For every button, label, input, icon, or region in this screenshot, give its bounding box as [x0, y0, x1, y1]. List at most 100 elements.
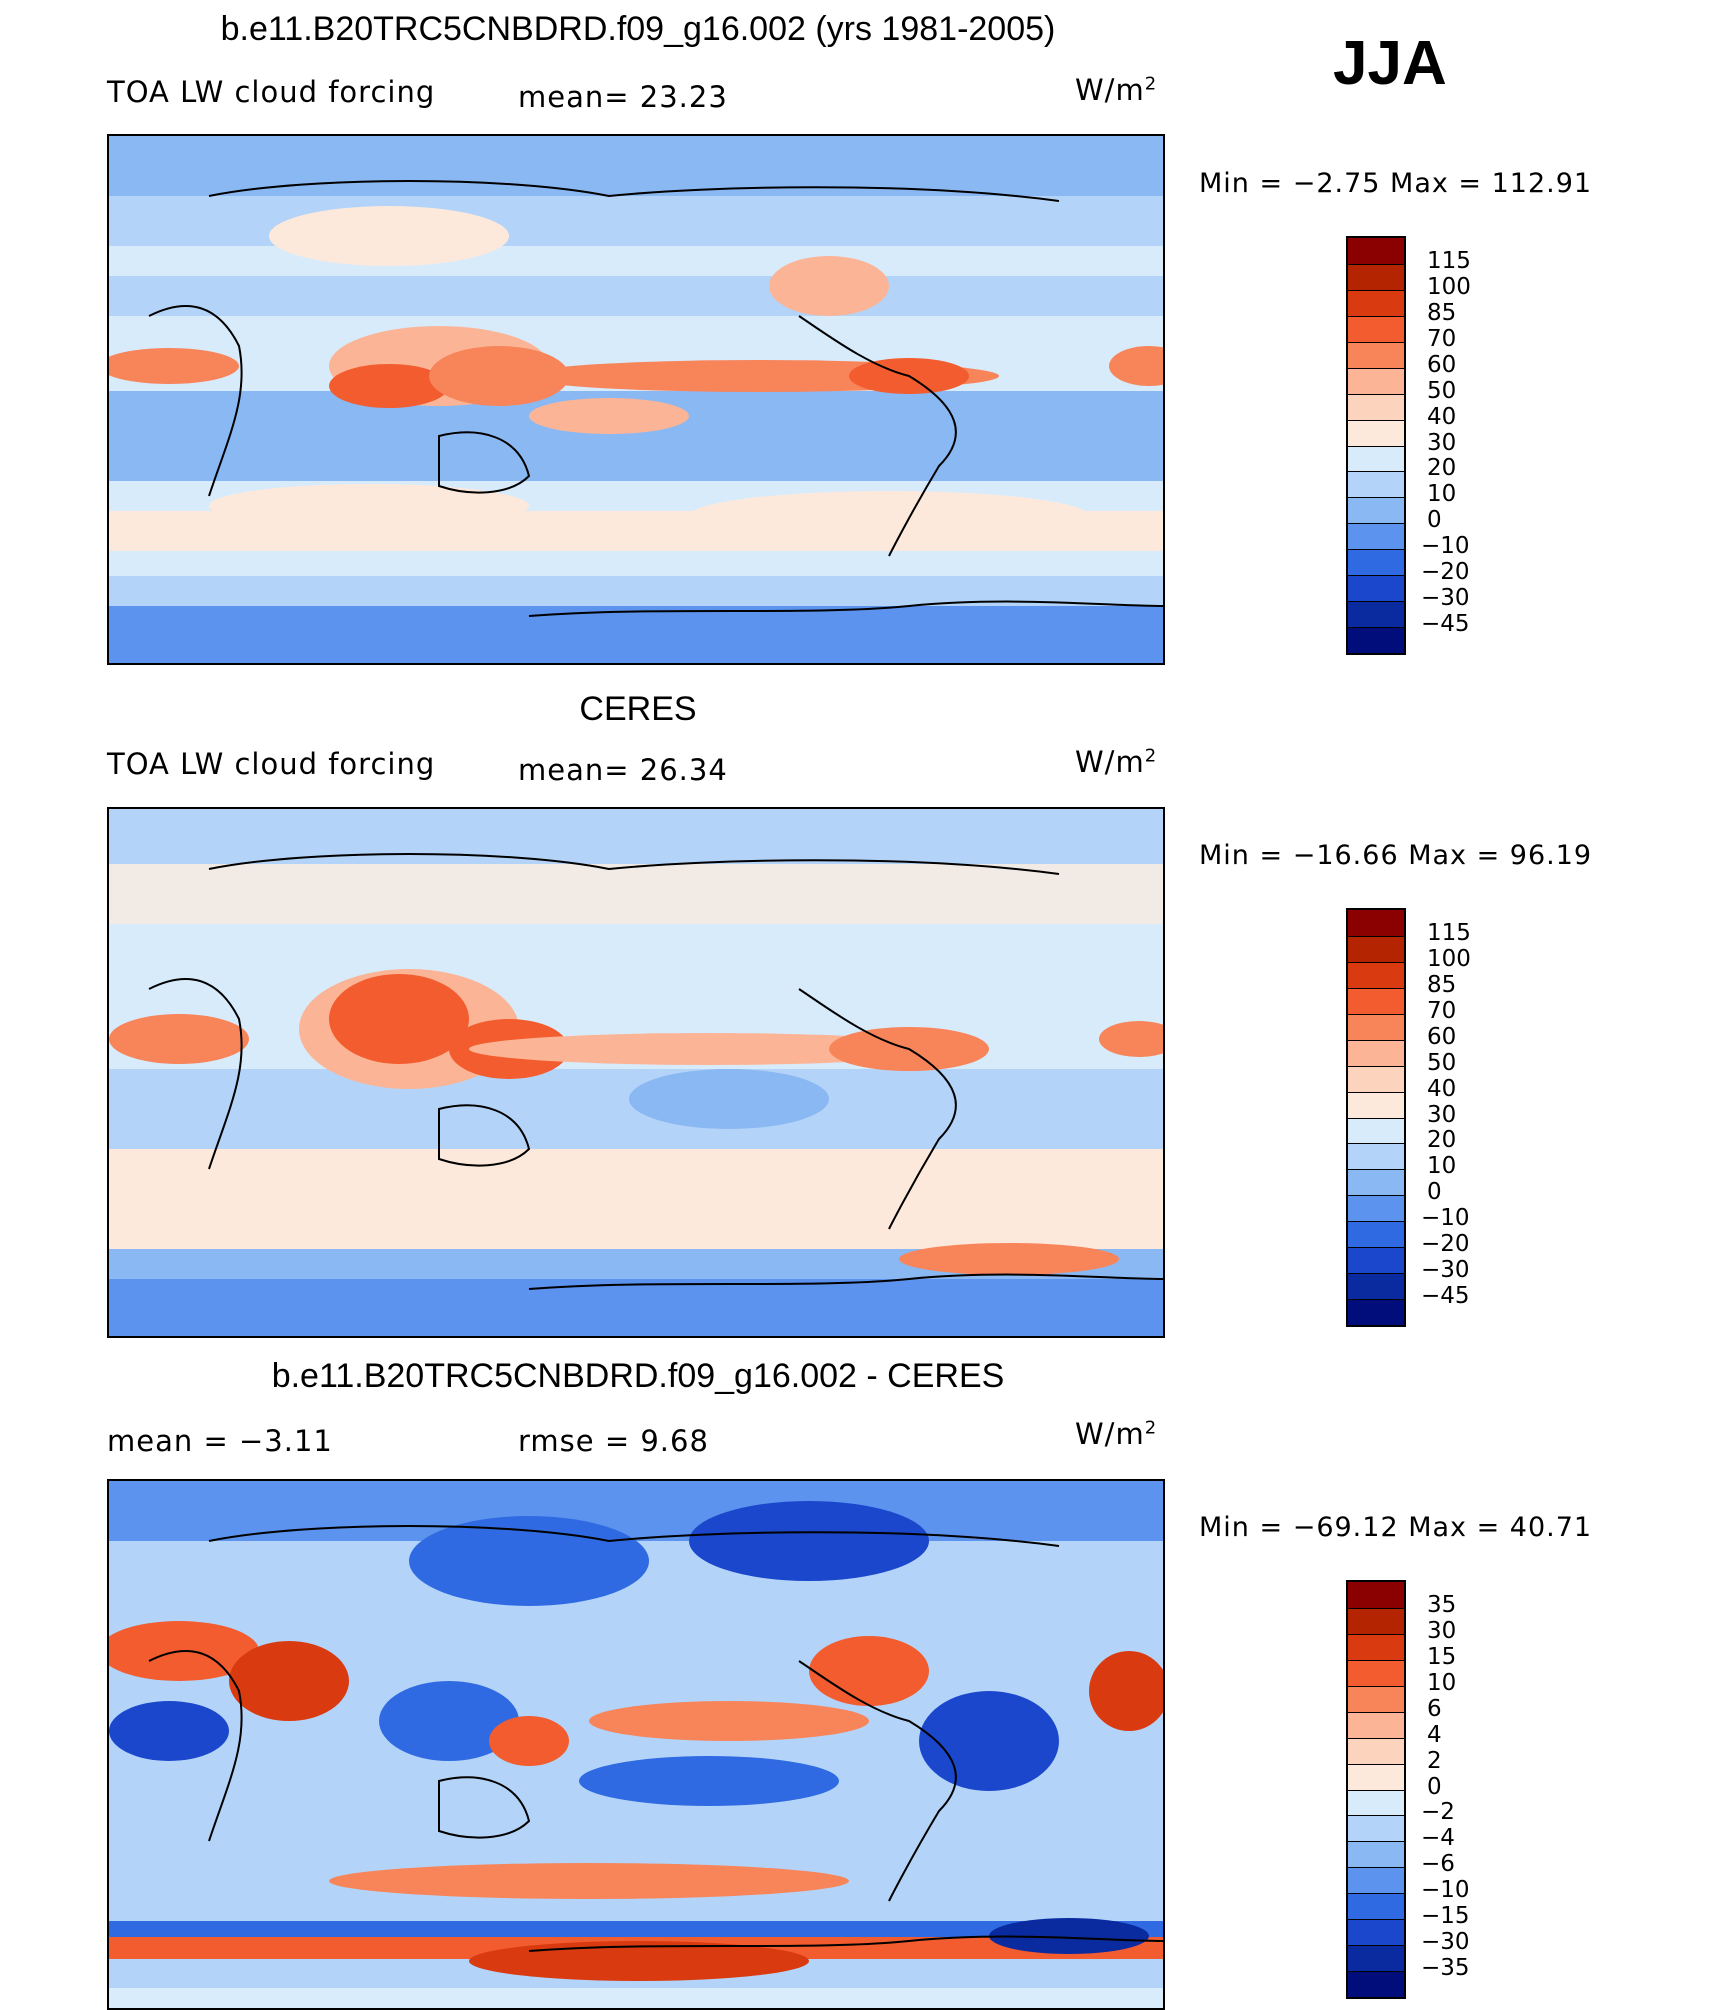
colorbar-tick-label: 40: [1427, 403, 1457, 430]
panel-1-units: W/m2: [1075, 73, 1158, 107]
colorbar-tick-label: 115: [1427, 919, 1471, 946]
colorbar-segment: [1348, 1737, 1404, 1764]
panel-2-mean-label: mean= 26.34: [518, 753, 728, 787]
colorbar-segment: [1348, 1013, 1404, 1040]
panel-3-title: b.e11.B20TRC5CNBDRD.f09_g16.002 - CERES: [271, 1357, 1005, 1395]
colorbar-tick-label: 85: [1427, 971, 1457, 998]
colorbar-tick-label: −10: [1421, 533, 1470, 560]
colorbar-segment: [1348, 1711, 1404, 1738]
colorbar-tick-label: 100: [1427, 945, 1471, 972]
colorbar-tick-label: 30: [1427, 429, 1457, 456]
colorbar-segment: [1348, 1117, 1404, 1144]
colorbar-segment: [1348, 1247, 1404, 1274]
panel-1-mean-label: mean= 23.23: [518, 80, 728, 114]
colorbar-tick-label: −20: [1421, 1231, 1470, 1258]
colorbar-segment: [1348, 961, 1404, 988]
colorbar-tick-label: −4: [1421, 1825, 1455, 1852]
colorbar-tick-label: 6: [1427, 1695, 1442, 1722]
colorbar-tick-label: 0: [1427, 507, 1442, 534]
colorbar-tick-label: 10: [1427, 1153, 1457, 1180]
colorbar-tick-label: 10: [1427, 481, 1457, 508]
colorbar-segment: [1348, 341, 1404, 368]
colorbar-segment: [1348, 1582, 1404, 1608]
colorbar-segment: [1348, 1607, 1404, 1634]
colorbar-tick-label: 30: [1427, 1101, 1457, 1128]
colorbar-tick-label: 4: [1427, 1721, 1442, 1748]
colorbar-segment: [1348, 315, 1404, 342]
colorbar-tick-label: 85: [1427, 299, 1457, 326]
panel-3-map: [107, 1479, 1165, 2010]
colorbar-tick-label: 60: [1427, 1023, 1457, 1050]
panel-1-colorbar: [1346, 236, 1406, 655]
panel-2-minmax: Min = −16.66 Max = 96.19: [1199, 840, 1593, 871]
colorbar-segment: [1348, 1143, 1404, 1170]
colorbar-tick-label: −15: [1421, 1903, 1470, 1930]
colorbar-tick-label: 50: [1427, 377, 1457, 404]
panel-2-title: CERES: [579, 690, 697, 728]
colorbar-tick-label: −30: [1421, 1929, 1470, 1956]
colorbar-segment: [1348, 1195, 1404, 1222]
colorbar-segment: [1348, 575, 1404, 602]
colorbar-segment: [1348, 1633, 1404, 1660]
colorbar-segment: [1348, 1039, 1404, 1066]
colorbar-tick-label: 20: [1427, 1127, 1457, 1154]
panel-2-colorbar: [1346, 908, 1406, 1327]
colorbar-segment: [1348, 1659, 1404, 1686]
colorbar-tick-label: −20: [1421, 559, 1470, 586]
colorbar-segment: [1348, 910, 1404, 936]
colorbar-segment: [1348, 1919, 1404, 1946]
colorbar-tick-label: −30: [1421, 1257, 1470, 1284]
colorbar-segment: [1348, 1299, 1404, 1325]
colorbar-segment: [1348, 523, 1404, 550]
colorbar-segment: [1348, 1971, 1404, 1997]
colorbar-segment: [1348, 1841, 1404, 1868]
colorbar-tick-label: −45: [1421, 1283, 1470, 1310]
colorbar-segment: [1348, 549, 1404, 576]
colorbar-segment: [1348, 627, 1404, 653]
colorbar-segment: [1348, 419, 1404, 446]
colorbar-tick-label: 40: [1427, 1075, 1457, 1102]
colorbar-tick-label: −2: [1421, 1799, 1455, 1826]
panel-2-map: [107, 807, 1165, 1338]
colorbar-segment: [1348, 1273, 1404, 1300]
colorbar-segment: [1348, 238, 1404, 264]
colorbar-tick-label: 0: [1427, 1773, 1442, 1800]
colorbar-segment: [1348, 601, 1404, 628]
colorbar-segment: [1348, 367, 1404, 394]
colorbar-tick-label: 10: [1427, 1669, 1457, 1696]
colorbar-segment: [1348, 935, 1404, 962]
colorbar-segment: [1348, 1065, 1404, 1092]
colorbar-segment: [1348, 1893, 1404, 1920]
panel-3-colorbar: [1346, 1580, 1406, 1999]
panel-1-map: [107, 134, 1165, 665]
colorbar-tick-label: 15: [1427, 1643, 1457, 1670]
colorbar-segment: [1348, 1789, 1404, 1816]
colorbar-tick-label: 50: [1427, 1049, 1457, 1076]
colorbar-tick-label: 70: [1427, 997, 1457, 1024]
colorbar-tick-label: −35: [1421, 1955, 1470, 1982]
colorbar-segment: [1348, 1169, 1404, 1196]
panel-2-variable-label: TOA LW cloud forcing: [107, 747, 436, 781]
panel-3-rmse-label: rmse = 9.68: [518, 1424, 709, 1458]
colorbar-segment: [1348, 1685, 1404, 1712]
colorbar-segment: [1348, 263, 1404, 290]
colorbar-tick-label: −6: [1421, 1851, 1455, 1878]
colorbar-segment: [1348, 497, 1404, 524]
colorbar-segment: [1348, 393, 1404, 420]
colorbar-tick-label: 2: [1427, 1747, 1442, 1774]
panel-3-mean-label: mean = −3.11: [107, 1424, 333, 1458]
panel-3-units: W/m2: [1075, 1417, 1158, 1451]
colorbar-tick-label: −45: [1421, 611, 1470, 638]
panel-1-variable-label: TOA LW cloud forcing: [107, 75, 436, 109]
colorbar-tick-label: 35: [1427, 1591, 1457, 1618]
colorbar-segment: [1348, 1815, 1404, 1842]
panel-2-units: W/m2: [1075, 745, 1158, 779]
colorbar-tick-label: −10: [1421, 1877, 1470, 1904]
colorbar-tick-label: 100: [1427, 273, 1471, 300]
colorbar-tick-label: 0: [1427, 1179, 1442, 1206]
colorbar-tick-label: 30: [1427, 1617, 1457, 1644]
colorbar-tick-label: −30: [1421, 585, 1470, 612]
colorbar-tick-label: 20: [1427, 455, 1457, 482]
colorbar-tick-label: 60: [1427, 351, 1457, 378]
colorbar-segment: [1348, 987, 1404, 1014]
